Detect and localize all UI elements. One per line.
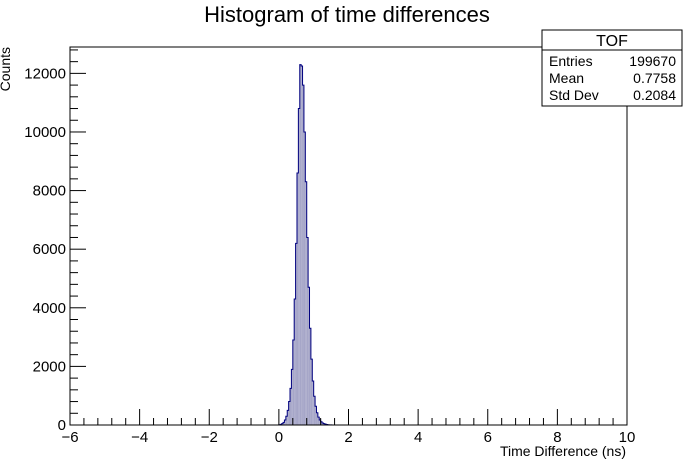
x-tick-label: 4 (414, 429, 422, 446)
histogram-bar (303, 131, 306, 425)
histogram-bar (316, 412, 318, 425)
histogram-bar (320, 421, 323, 425)
histogram-bar (305, 181, 307, 425)
histogram-bar (317, 417, 320, 425)
histogram-bar (285, 416, 288, 425)
histogram-bar (283, 422, 285, 425)
y-tick-label: 12000 (24, 65, 66, 82)
histogram-bar (296, 173, 299, 425)
histogram-bar (298, 108, 300, 425)
stats-mean-label: Mean (549, 70, 584, 86)
stats-mean-value: 0.7758 (633, 70, 676, 86)
histogram-bar (295, 243, 297, 425)
x-tick-label: −2 (201, 429, 218, 446)
x-axis-tick-labels: −6 −4 −2 0 2 4 6 8 10 (61, 429, 635, 446)
x-axis-title: Time Difference (ns) (500, 443, 626, 459)
histogram-bars (278, 64, 332, 426)
histogram-bar (312, 381, 314, 425)
stats-box: TOF Entries 199670 Mean 0.7758 Std Dev 0… (541, 29, 683, 107)
histogram-bar (309, 328, 311, 425)
y-tick-label: 2000 (33, 358, 66, 375)
histogram-bar (292, 340, 295, 425)
histogram-bar (290, 388, 292, 425)
x-tick-label: 2 (344, 429, 352, 446)
histogram-bar (294, 299, 296, 425)
histogram-outline (278, 64, 333, 426)
histogram-bar (291, 369, 293, 425)
histogram-bar (302, 85, 304, 426)
histogram-bar (306, 237, 309, 425)
y-tick-label: 0 (58, 417, 66, 434)
histogram-bar (284, 420, 286, 425)
stats-entries-label: Entries (549, 53, 593, 69)
stats-stddev-label: Std Dev (549, 87, 599, 103)
histogram-bar (287, 410, 289, 425)
x-tick-label: −4 (131, 429, 148, 446)
y-tick-label: 4000 (33, 300, 66, 317)
histogram-bar (299, 64, 302, 426)
histogram-bar (308, 287, 310, 425)
chart-title: Histogram of time differences (204, 2, 490, 27)
histogram-bar (288, 401, 291, 425)
x-tick-label: 6 (484, 429, 492, 446)
x-tick-label: 8 (553, 429, 561, 446)
x-tick-label: 0 (275, 429, 283, 446)
histogram-bar (315, 406, 317, 425)
stats-stddev-value: 0.2084 (633, 87, 676, 103)
stats-entries-value: 199670 (629, 53, 676, 69)
y-tick-label: 10000 (24, 124, 66, 141)
histogram-bar (310, 359, 313, 425)
stats-box-title: TOF (596, 33, 628, 50)
y-tick-label: 6000 (33, 241, 66, 258)
histogram-bar (319, 420, 321, 425)
histogram-bar (281, 423, 284, 425)
y-tick-label: 8000 (33, 183, 66, 200)
x-axis-ticks (69, 409, 628, 425)
histogram-bar (322, 422, 324, 425)
histogram-bar (313, 396, 316, 425)
x-tick-label: 10 (619, 429, 636, 446)
y-axis-title: Counts (0, 47, 13, 91)
y-axis-tick-labels: 0 2000 4000 6000 8000 10000 12000 (24, 65, 66, 434)
y-axis-ticks (70, 49, 86, 426)
histogram-bar (323, 423, 325, 425)
histogram-bar (301, 66, 303, 425)
x-tick-label: −6 (61, 429, 78, 446)
stats-box-frame (541, 29, 683, 107)
